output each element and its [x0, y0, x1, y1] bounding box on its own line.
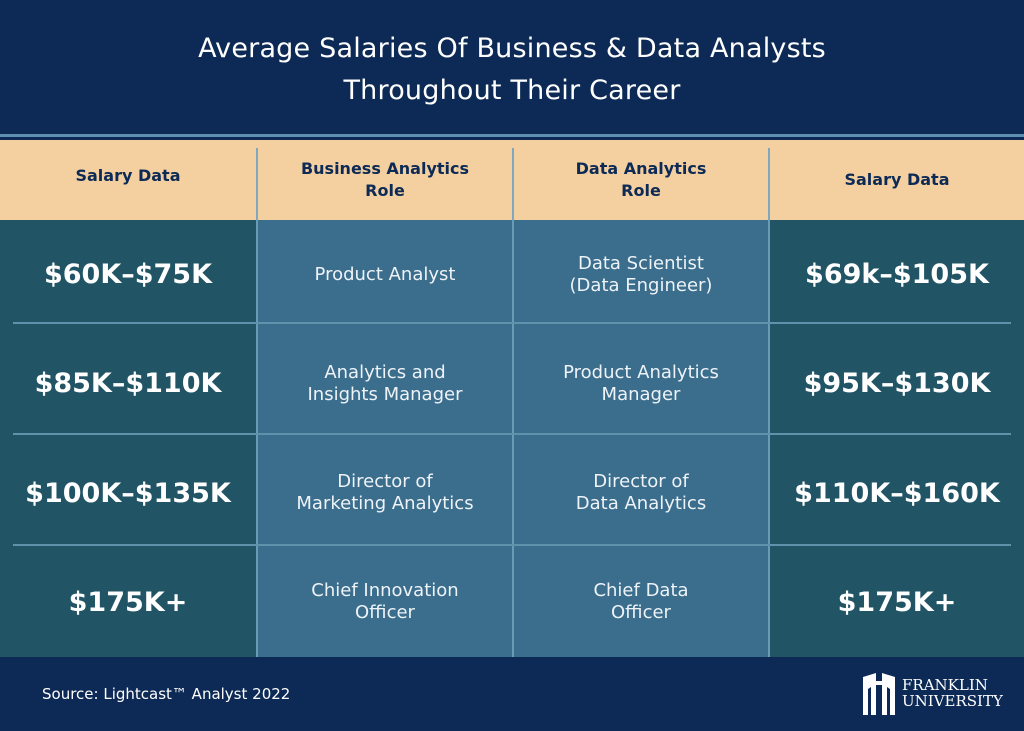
- business-role-column: Product Analyst Analytics and Insights M…: [256, 220, 512, 657]
- data-role-cell: Director of Data Analytics: [575, 471, 707, 515]
- data-role-cell: Data Scientist (Data Engineer): [569, 252, 713, 296]
- data-role-column: Data Scientist (Data Engineer) Product A…: [512, 220, 768, 657]
- row-divider: [13, 544, 1011, 546]
- business-salary-column: $60K–$75K $85K–$110K $100K–$135K $175K+: [0, 220, 256, 657]
- data-salary-cell: $69k–$105K: [805, 259, 989, 291]
- franklin-university-logo: FRANKLIN UNIVERSITY: [862, 671, 1003, 715]
- footer: Source: Lightcast™ Analyst 2022 FRANKLIN…: [0, 657, 1024, 731]
- business-role-cell: Chief Innovation Officer: [311, 580, 459, 624]
- arch-logo-icon: [863, 673, 895, 715]
- data-role-cell: Chief Data Officer: [593, 580, 689, 624]
- table-body: $60K–$75K $85K–$110K $100K–$135K $175K+ …: [0, 220, 1024, 657]
- logo-line-1: FRANKLIN: [902, 676, 988, 694]
- header-data-role: Data Analytics Role: [512, 148, 768, 220]
- business-salary-cell: $85K–$110K: [34, 368, 222, 400]
- header-business-salary: Salary Data: [75, 166, 181, 185]
- logo-line-2: UNIVERSITY: [902, 692, 1003, 710]
- data-salary-column: $69k–$105K $95K–$130K $110K–$160K $175K+: [768, 220, 1024, 657]
- business-role-cell: Director of Marketing Analytics: [296, 471, 474, 515]
- business-role-cell: Product Analyst: [314, 263, 456, 285]
- data-salary-cell: $110K–$160K: [794, 477, 1000, 509]
- title-line-2: Throughout Their Career: [343, 75, 681, 106]
- data-salary-cell: $95K–$130K: [803, 368, 991, 400]
- page-title: Average Salaries Of Business & Data Anal…: [0, 0, 1024, 137]
- business-salary-cell: $60K–$75K: [43, 259, 213, 291]
- source-note: Source: Lightcast™ Analyst 2022: [42, 685, 291, 703]
- title-line-1: Average Salaries Of Business & Data Anal…: [198, 33, 826, 64]
- data-salary-cell: $175K+: [837, 586, 957, 618]
- business-role-cell: Analytics and Insights Manager: [307, 361, 463, 405]
- table-header: Salary Data Business Analytics Role Data…: [0, 140, 1024, 220]
- business-salary-cell: $100K–$135K: [25, 477, 231, 509]
- header-business-role: Business Analytics Role: [256, 148, 512, 220]
- row-divider: [13, 433, 1011, 435]
- header-data-salary: Salary Data: [768, 148, 1024, 220]
- data-role-cell: Product Analytics Manager: [563, 361, 719, 405]
- row-divider: [13, 322, 1011, 324]
- business-salary-cell: $175K+: [68, 586, 188, 618]
